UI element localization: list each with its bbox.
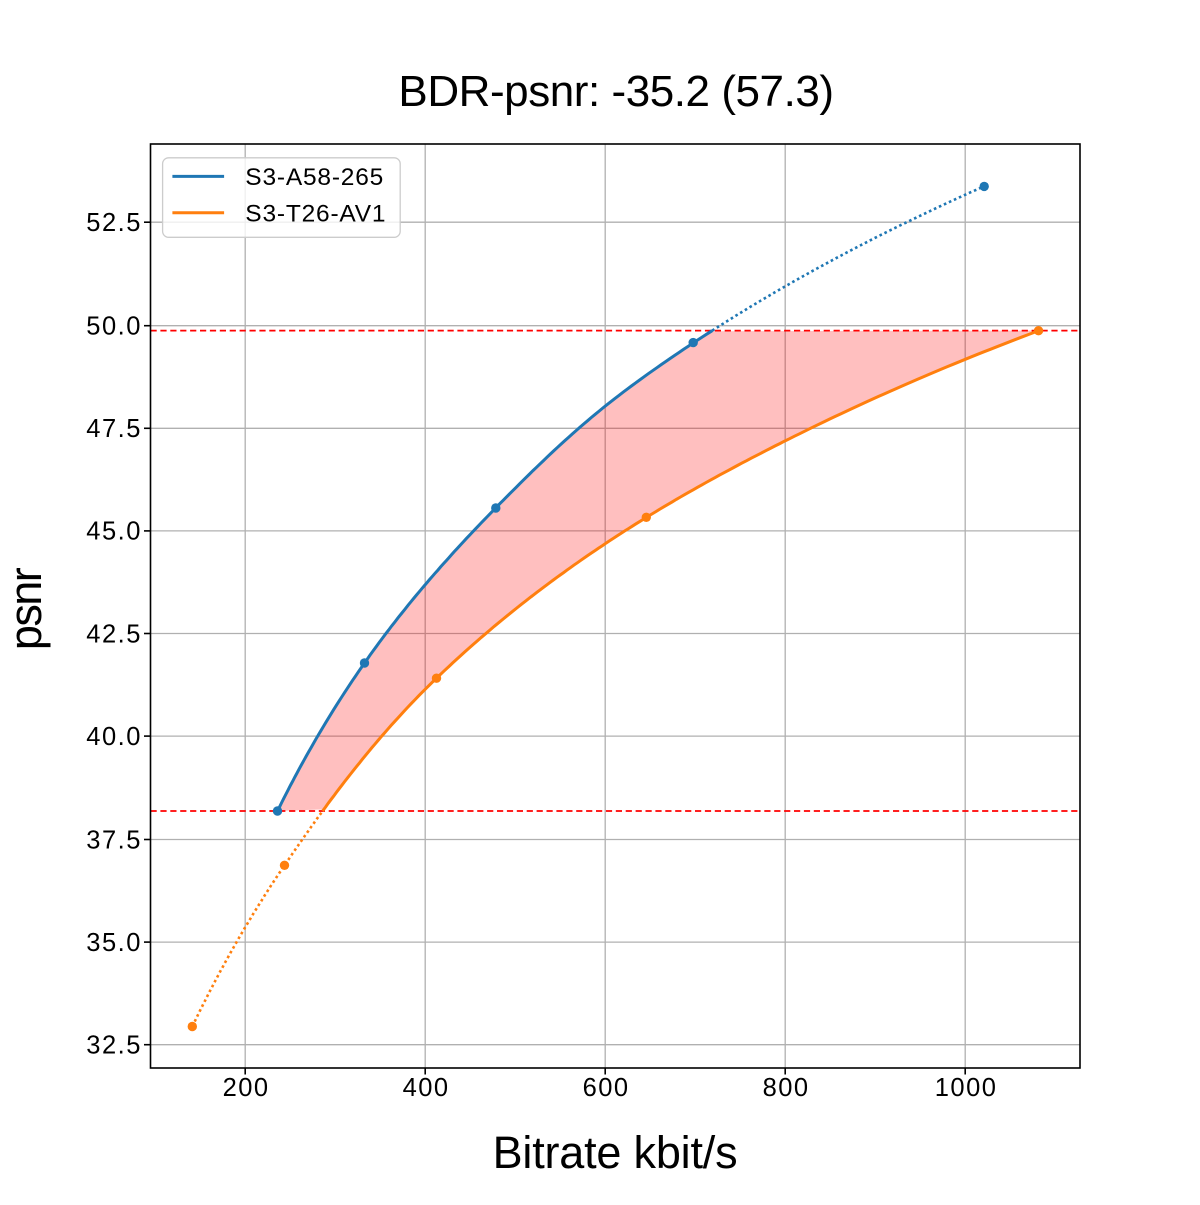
svg-text:45.0: 45.0 [86,518,142,546]
svg-text:400: 400 [403,1074,450,1102]
svg-text:200: 200 [223,1074,270,1102]
svg-text:S3-A58-265: S3-A58-265 [245,164,384,191]
svg-text:50.0: 50.0 [86,313,142,341]
svg-text:47.5: 47.5 [86,415,142,443]
svg-text:600: 600 [583,1074,630,1102]
svg-text:1000: 1000 [935,1074,998,1102]
svg-text:40.0: 40.0 [86,723,142,751]
svg-text:52.5: 52.5 [86,209,142,237]
svg-text:BDR-psnr: -35.2 (57.3): BDR-psnr: -35.2 (57.3) [398,67,833,116]
svg-text:37.5: 37.5 [86,826,142,854]
svg-text:S3-T26-AV1: S3-T26-AV1 [245,200,386,227]
svg-text:800: 800 [763,1074,810,1102]
svg-text:42.5: 42.5 [86,620,142,648]
svg-text:psnr: psnr [0,567,51,650]
svg-text:Bitrate kbit/s: Bitrate kbit/s [493,1127,738,1178]
svg-text:35.0: 35.0 [86,929,142,957]
svg-text:32.5: 32.5 [86,1032,142,1060]
